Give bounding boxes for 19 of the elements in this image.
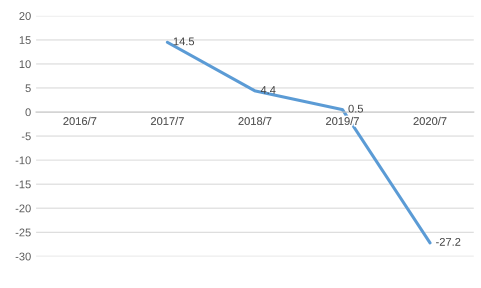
y-tick-label: -20 — [16, 204, 31, 212]
y-tick-label: -25 — [16, 228, 31, 236]
x-tick-label: 2018/7 — [238, 116, 272, 126]
y-tick-label: 5 — [25, 84, 31, 92]
data-label: 0.5 — [348, 104, 364, 113]
y-tick-label: 10 — [20, 60, 31, 68]
y-tick-label: -5 — [22, 132, 31, 140]
y-tick-label: -10 — [16, 156, 31, 164]
y-tick-label: -30 — [16, 252, 31, 260]
y-tick-label: 0 — [25, 108, 31, 116]
y-tick-label: 15 — [20, 36, 31, 44]
x-tick-label: 2017/7 — [150, 116, 184, 126]
x-tick-label: 2020/7 — [414, 116, 446, 126]
data-label: 14.5 — [174, 38, 194, 46]
data-label: -27.2 — [436, 238, 460, 246]
x-tick-label: 2016/7 — [63, 116, 96, 126]
y-tick-label: 20 — [19, 12, 31, 20]
y-tick-label: -15 — [16, 180, 31, 188]
data-label: 4.4 — [260, 86, 276, 94]
